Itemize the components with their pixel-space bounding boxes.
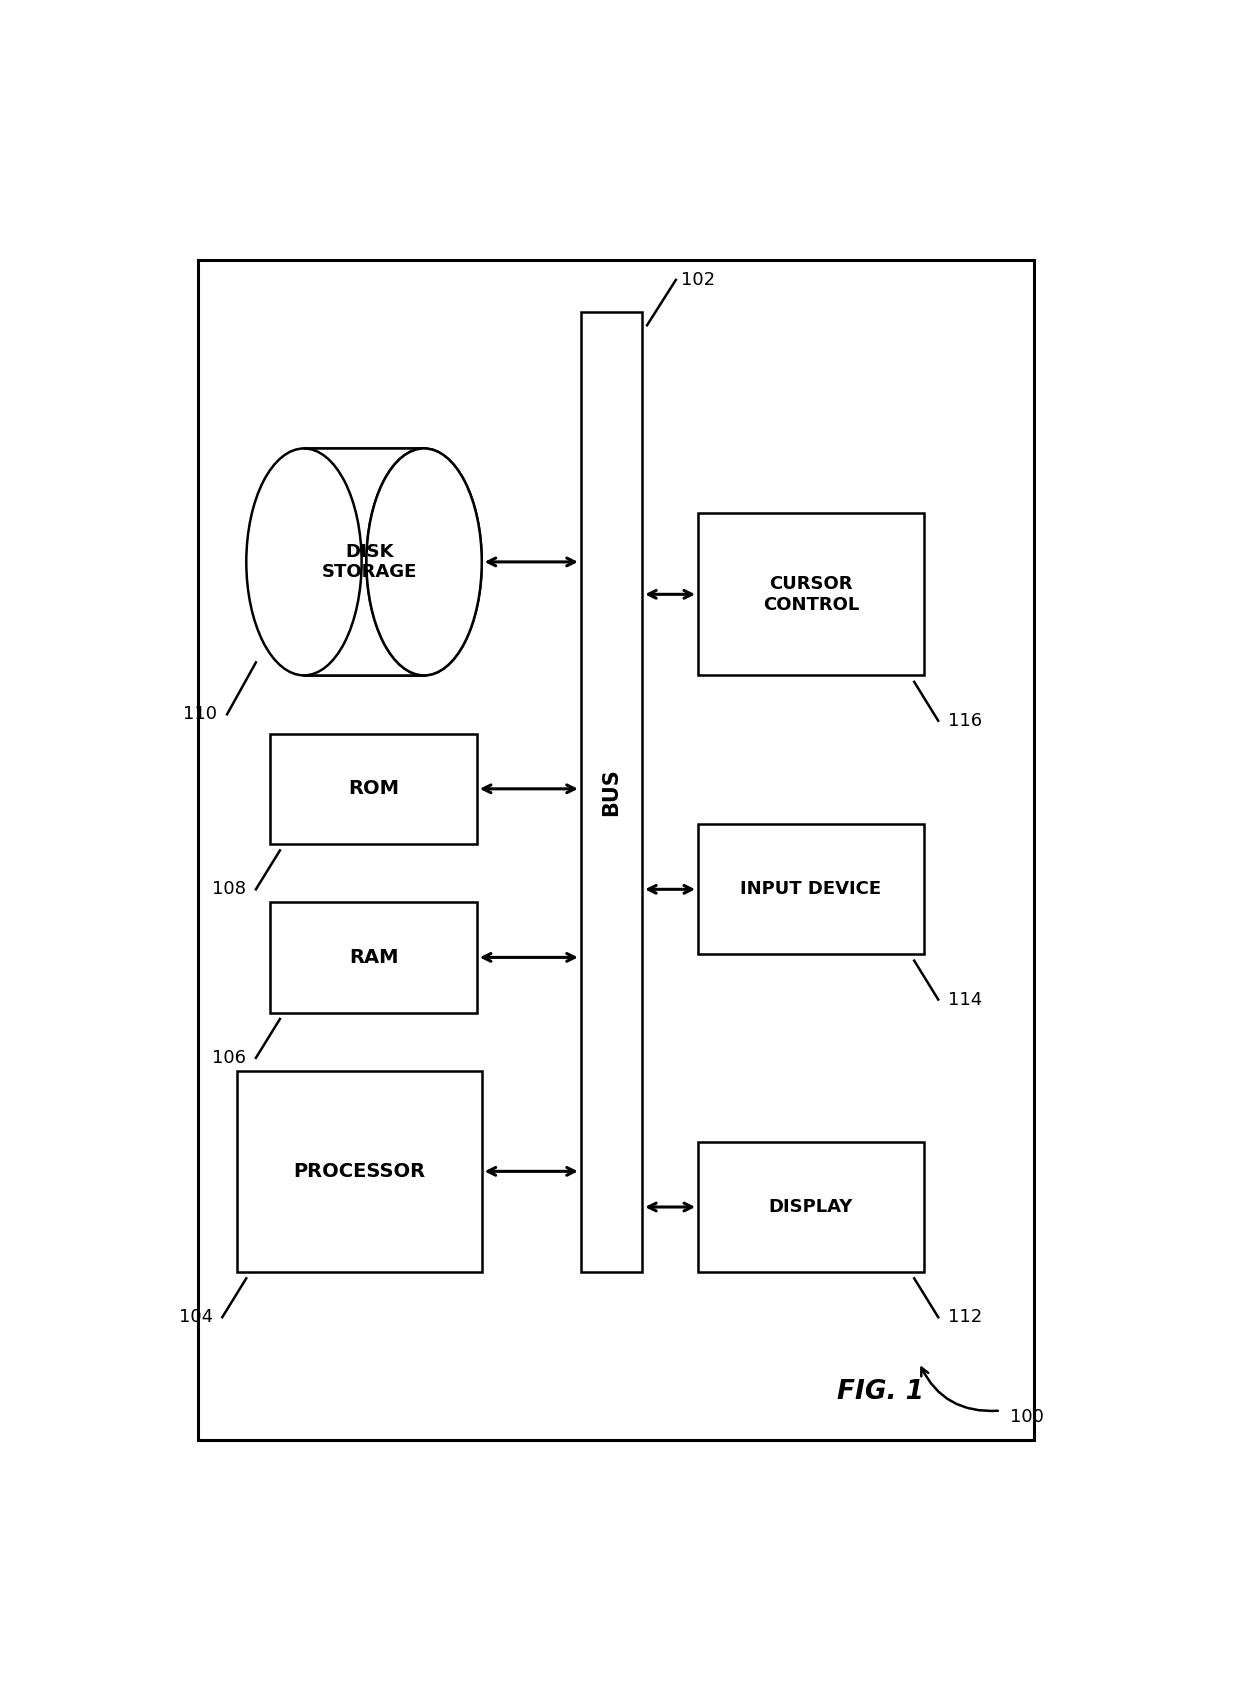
FancyBboxPatch shape (198, 261, 1034, 1440)
Text: ROM: ROM (348, 780, 399, 798)
Text: 114: 114 (947, 990, 982, 1009)
Bar (698, 825, 924, 955)
Text: FIG. 1: FIG. 1 (837, 1379, 924, 1406)
Bar (698, 1142, 924, 1271)
Bar (580, 312, 642, 1271)
Ellipse shape (247, 448, 362, 675)
Text: DISK
STORAGE: DISK STORAGE (322, 542, 418, 581)
Ellipse shape (367, 448, 481, 675)
Ellipse shape (367, 448, 481, 675)
Text: 116: 116 (947, 712, 982, 729)
Text: 104: 104 (179, 1308, 213, 1327)
Text: INPUT DEVICE: INPUT DEVICE (740, 881, 882, 898)
Text: 110: 110 (184, 706, 217, 722)
Text: CURSOR
CONTROL: CURSOR CONTROL (763, 574, 859, 613)
Text: PROCESSOR: PROCESSOR (293, 1162, 425, 1180)
Bar (237, 1071, 481, 1271)
Text: BUS: BUS (601, 768, 621, 817)
Text: 102: 102 (681, 271, 714, 290)
Text: 106: 106 (212, 1049, 247, 1068)
Bar (270, 734, 477, 844)
Bar (304, 448, 424, 675)
Text: 100: 100 (1011, 1408, 1044, 1426)
Text: RAM: RAM (348, 948, 398, 967)
Bar (270, 903, 477, 1012)
Text: 108: 108 (212, 881, 247, 898)
Text: 112: 112 (947, 1308, 982, 1327)
Text: DISPLAY: DISPLAY (769, 1197, 853, 1216)
Bar (698, 514, 924, 675)
